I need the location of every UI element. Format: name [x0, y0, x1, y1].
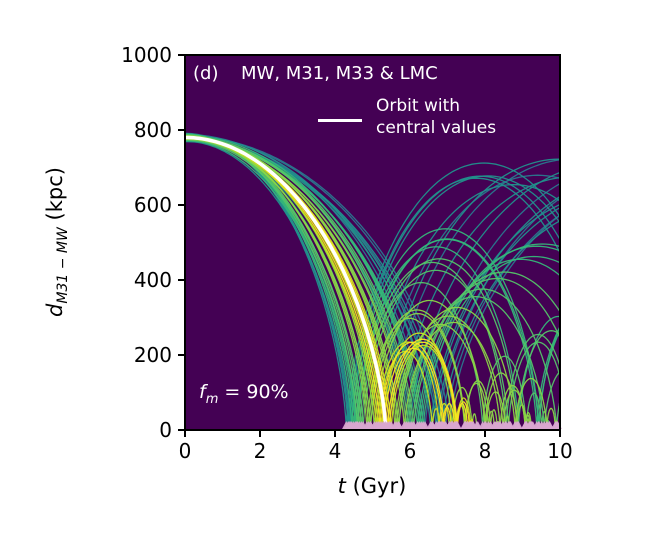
orbit-line: [185, 134, 560, 430]
x-tick-label: 0: [179, 439, 192, 463]
merger-marker: [428, 421, 437, 429]
merger-marker: [480, 421, 490, 429]
orbit-line: [185, 139, 560, 430]
merger-marker: [400, 421, 409, 429]
y-axis-var: d: [42, 303, 67, 317]
y-tick-label: 1000: [121, 43, 172, 67]
y-tick-label: 600: [134, 193, 172, 217]
annotation-sub: m: [205, 391, 219, 407]
merger-fraction-annotation: fm = 90%: [199, 381, 289, 407]
orbit-line: [185, 140, 560, 430]
y-axis-sub: M31 − MW: [55, 227, 72, 304]
merger-marker: [486, 421, 495, 429]
orbit-line: [185, 136, 560, 430]
merger-marker: [512, 421, 522, 429]
orbit-line: [185, 135, 560, 430]
merger-marker: [452, 421, 461, 429]
y-tick-label: 200: [134, 343, 172, 367]
merger-marker: [353, 421, 362, 429]
y-axis-label: dM31 − MW (kpc): [43, 167, 71, 317]
panel-label: (d): [193, 63, 219, 84]
plot-title: MW, M31, M33 & LMC: [241, 63, 438, 84]
merger-marker: [409, 421, 418, 429]
annotation-var: f: [199, 381, 206, 403]
orbit-line: [185, 134, 551, 430]
merger-marker: [528, 421, 538, 429]
orbit-line: [185, 135, 560, 430]
merger-marker: [392, 421, 402, 429]
x-tick-label: 2: [254, 439, 267, 463]
y-tick-label: 0: [159, 418, 172, 442]
legend-label-line2: central values: [376, 118, 497, 138]
legend-label-line1: Orbit with: [376, 96, 461, 116]
x-tick-label: 10: [547, 439, 572, 463]
orbit-line: [185, 139, 560, 430]
x-tick-label: 4: [329, 439, 342, 463]
legend-label: Orbit with central values: [376, 95, 496, 139]
merger-marker: [415, 421, 424, 429]
legend-line-swatch: [318, 119, 362, 122]
x-tick-label: 6: [404, 439, 417, 463]
y-axis-unit: (kpc): [42, 167, 67, 228]
annotation-rest: = 90%: [218, 381, 289, 403]
x-tick-label: 8: [479, 439, 492, 463]
merger-marker: [542, 421, 551, 429]
orbit-line: [185, 134, 560, 430]
y-tick-label: 800: [134, 118, 172, 142]
orbit-line: [185, 135, 560, 430]
merger-marker: [381, 421, 390, 429]
plot-frame: [184, 54, 561, 431]
merger-marker: [495, 421, 505, 429]
y-tick-label: 400: [134, 268, 172, 292]
merger-marker: [521, 421, 530, 429]
x-axis-unit: (Gyr): [345, 474, 407, 498]
central-orbit-line: [185, 135, 388, 430]
merger-marker: [438, 421, 447, 429]
x-axis-var: t: [337, 474, 346, 498]
merger-marker: [465, 421, 474, 429]
merger-marker: [364, 421, 373, 429]
x-axis-label: t (Gyr): [338, 474, 407, 498]
